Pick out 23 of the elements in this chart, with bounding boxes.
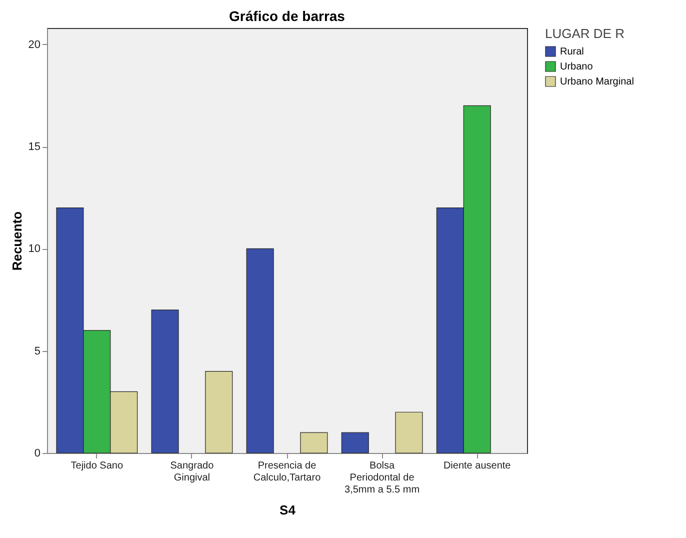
x-axis-title: S4	[280, 502, 296, 518]
y-tick-label: 15	[28, 141, 40, 154]
legend-title: LUGAR DE R	[545, 26, 624, 41]
bar	[341, 432, 369, 454]
legend-label: Urbano Marginal	[560, 76, 634, 88]
chart-title: Gráfico de barras	[229, 8, 346, 24]
y-axis-title: Recuento	[9, 211, 24, 271]
y-tick-label: 5	[34, 345, 40, 358]
x-tick-label: Presencia de Calculo,Tartaro	[253, 460, 322, 484]
y-tick-label: 0	[34, 448, 40, 460]
bar	[205, 370, 233, 454]
x-tick-label: Bolsa Periodontal de 3,5mm a 5.5 mm	[344, 460, 420, 496]
y-tick-label: 20	[28, 38, 40, 51]
legend-label: Rural	[560, 46, 584, 58]
bar	[300, 432, 328, 454]
y-tick-label: 10	[28, 243, 40, 256]
x-tick-label: Diente ausente	[443, 460, 512, 472]
bar	[246, 248, 274, 454]
x-tick-label: Tejido Sano	[70, 460, 124, 472]
x-tick-label: Sangrado Gingival	[170, 460, 214, 484]
bar	[395, 412, 423, 454]
legend-label: Urbano	[560, 62, 594, 72]
bar	[151, 310, 179, 454]
